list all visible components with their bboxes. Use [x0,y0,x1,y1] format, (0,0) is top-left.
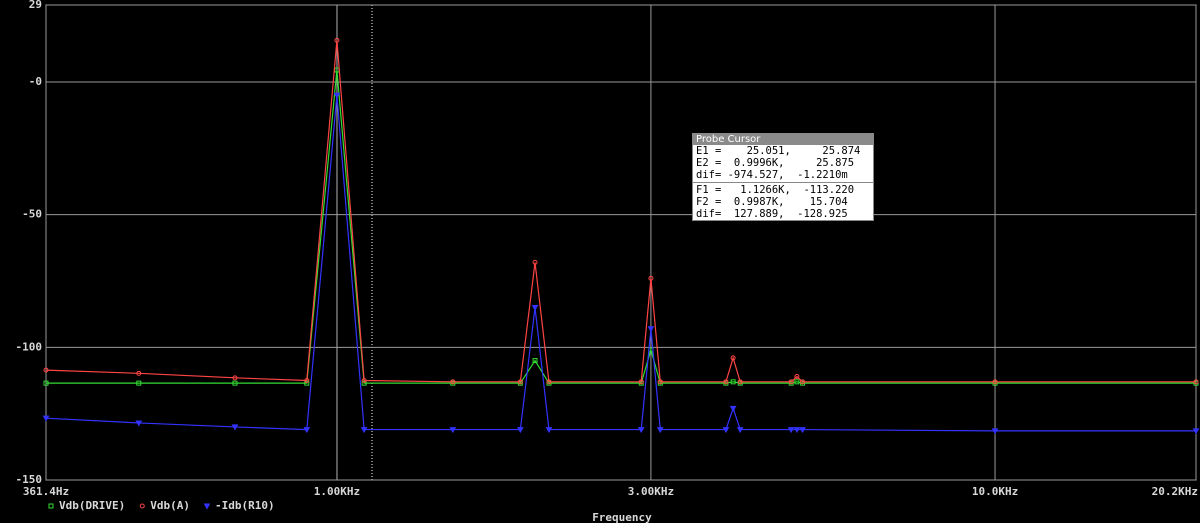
marker [360,427,368,434]
marker [231,424,239,431]
marker [333,92,341,99]
marker [303,427,311,434]
marker [361,380,367,386]
marker [304,380,310,386]
x-tick-label: 10.0KHz [972,485,1018,498]
marker [42,415,50,422]
marker [799,427,806,434]
marker [730,379,736,385]
marker [730,355,736,361]
y-tick-label: -100 [16,340,43,353]
probe-cursor-box: Probe Cursor E1 = 25.051, 25.874 E2 = 0.9… [692,133,874,221]
x-tick-label: 3.00KHz [628,485,674,498]
marker [361,377,367,383]
cursor-row: E2 = 0.9996K, 25.875 [696,157,855,169]
legend-label: Vdb(A) [150,499,190,512]
marker [1192,428,1200,435]
separator [693,182,873,183]
cursor-row: F2 = 0.9987K, 15.704 [696,196,848,208]
series-line [45,40,1196,383]
marker [638,379,644,385]
marker [637,427,645,434]
series-line [46,69,1196,384]
marker [139,503,145,509]
cursor-row: dif= 127.889, -128.925 [696,208,848,220]
marker [532,259,538,265]
legend-label: Vdb(DRIVE) [59,499,125,512]
marker [793,427,801,434]
marker [991,428,999,435]
marker [736,427,744,434]
marker [135,420,143,427]
marker [48,503,54,509]
marker [232,380,238,386]
marker [647,326,655,333]
x-axis-label: Frequency [592,511,652,523]
marker [517,427,524,434]
y-tick-label: -50 [22,208,42,221]
cursor-row: dif= -974.527, -1.2210m [696,169,848,181]
y-tick-label: -0 [29,75,42,88]
marker [43,367,49,373]
marker [729,405,737,412]
marker [43,380,49,386]
probe-cursor-title: Probe Cursor [693,134,873,145]
marker [648,275,654,281]
marker [532,358,538,364]
marker [1193,379,1199,385]
x-tick-label: 1.00KHz [314,485,360,498]
marker [794,374,800,380]
marker [656,427,664,434]
marker [794,379,800,385]
legend-label: -Idb(R10) [215,499,275,512]
marker [517,379,523,385]
marker [800,379,806,385]
marker [334,37,340,43]
marker [722,427,730,434]
marker [787,427,795,434]
marker [449,427,457,434]
marker [545,427,553,434]
marker [788,379,794,385]
marker [546,379,552,385]
cursor-row: E1 = 25.051, 25.874 [696,145,861,157]
y-tick-label: -150 [16,473,43,486]
plot-frame [45,4,1197,481]
marker [737,379,743,385]
marker [723,379,729,385]
marker [657,379,663,385]
x-tick-label: 20.2KHz [1152,485,1198,498]
marker [232,375,238,381]
marker [136,370,142,376]
y-tick-label: 29 [29,0,42,11]
marker [304,377,310,383]
series-line [45,95,1196,432]
marker [450,379,456,385]
x-tick-label: 361.4Hz [23,485,69,498]
marker [992,379,998,385]
marker [531,305,539,312]
marker [203,503,211,510]
marker [136,380,142,386]
cursor-row: F1 = 1.1266K, -113.220 [696,184,855,196]
